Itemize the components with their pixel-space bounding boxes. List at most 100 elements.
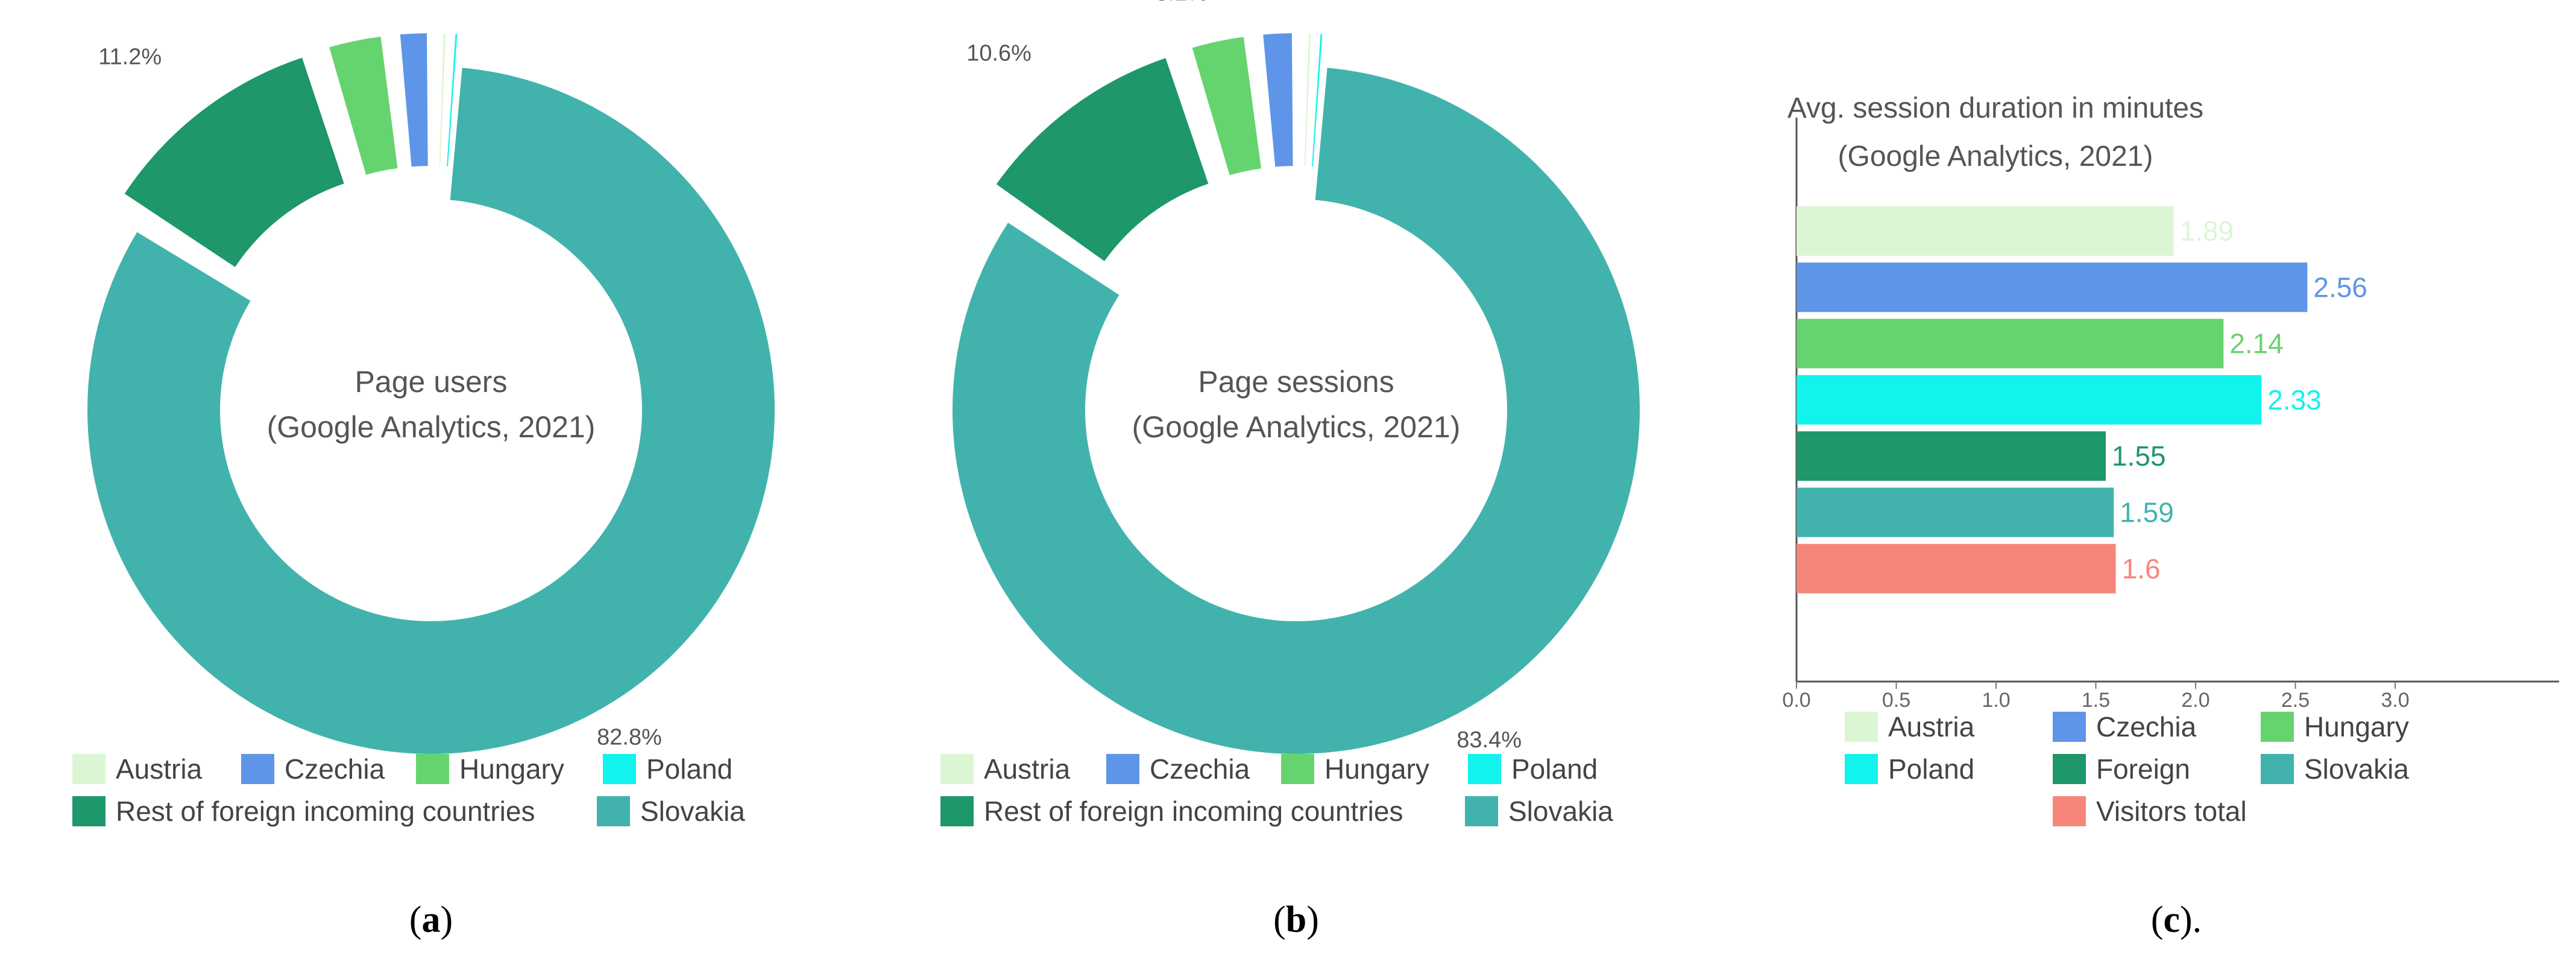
slice-slovakia xyxy=(953,68,1640,754)
bar-visitors-total xyxy=(1797,543,2116,593)
chart-title: Page sessions xyxy=(1198,365,1394,399)
slice-label-hungary: 3.1% xyxy=(293,0,345,5)
panel-label: (a) xyxy=(409,899,453,940)
slice-label-rest-of-foreign-incoming-countries: 10.6% xyxy=(966,41,1031,66)
x-tick-label: 2.5 xyxy=(2281,689,2310,712)
chart-subtitle: (Google Analytics, 2021) xyxy=(267,410,596,444)
bar-value-label-poland: 2.33 xyxy=(2267,384,2322,416)
legend: Austria Czechia Hungary Poland Rest of forei… xyxy=(940,753,1613,827)
legend-item-slovakia: Slovakia xyxy=(597,796,745,827)
x-tick-label: 0.5 xyxy=(1882,689,1910,712)
slice-hungary xyxy=(329,36,398,175)
legend-swatch xyxy=(2261,712,2294,742)
bar-value-label-foreign: 1.55 xyxy=(2112,440,2166,472)
bar-value-label-slovakia: 1.59 xyxy=(2120,497,2174,528)
slice-rest-of-foreign-incoming-countries xyxy=(996,58,1209,261)
slice-czechia xyxy=(400,33,428,167)
slice-rest-of-foreign-incoming-countries xyxy=(124,57,344,267)
legend-item-slovakia: Slovakia xyxy=(2261,753,2409,785)
legend-item-poland: Poland xyxy=(603,753,732,785)
x-tick-label: 2.0 xyxy=(2181,689,2209,712)
legend-swatch xyxy=(1281,754,1314,784)
legend-label: Foreign xyxy=(2096,753,2190,785)
legend-item-austria: Austria xyxy=(1845,711,1975,742)
legend-swatch xyxy=(603,754,636,784)
bar-slovakia xyxy=(1797,487,2114,537)
bar-value-label-czechia: 2.56 xyxy=(2313,271,2367,303)
legend-swatch xyxy=(940,796,974,826)
legend-label: Rest of foreign incoming countries xyxy=(984,796,1403,827)
slice-label-hungary: 3.1% xyxy=(1156,0,1208,5)
legend-item-visitors-total: Visitors total xyxy=(2053,796,2247,827)
x-tick-label: 1.0 xyxy=(1982,689,2010,712)
bar-poland xyxy=(1797,375,2262,425)
legend-swatch xyxy=(2053,754,2086,784)
legend-label: Slovakia xyxy=(2304,753,2409,785)
legend-swatch xyxy=(241,754,274,784)
legend-label: Visitors total xyxy=(2096,796,2247,827)
legend-swatch xyxy=(1845,712,1878,742)
legend-item-foreign: Foreign xyxy=(2053,753,2190,785)
legend: Austria Czechia Hungary Poland Foreign Slovak… xyxy=(1845,711,2409,827)
slice-poland xyxy=(447,34,458,166)
legend-swatch xyxy=(2053,796,2086,826)
legend-label: Slovakia xyxy=(640,796,745,827)
legend-swatch xyxy=(72,796,105,826)
legend: Austria Czechia Hungary Poland Rest of forei… xyxy=(72,753,745,827)
bar-austria xyxy=(1797,206,2174,256)
legend-swatch xyxy=(1468,754,1501,784)
slice-slovakia xyxy=(87,68,775,754)
legend-label: Poland xyxy=(1888,753,1974,785)
legend-label: Hungary xyxy=(2304,711,2409,742)
legend-label: Hungary xyxy=(1324,753,1429,785)
legend-swatch xyxy=(1106,754,1139,784)
x-tick-label: 0.0 xyxy=(1782,689,1810,712)
legend-swatch xyxy=(416,754,449,784)
chart-title: Page users xyxy=(355,365,508,399)
legend-swatch xyxy=(597,796,630,826)
legend-swatch xyxy=(2053,712,2086,742)
bar-hungary xyxy=(1797,318,2224,369)
legend-label: Czechia xyxy=(1150,753,1250,785)
bar-value-label-hungary: 2.14 xyxy=(2229,328,2284,359)
legend-item-czechia: Czechia xyxy=(2053,711,2197,742)
bar-value-label-visitors-total: 1.6 xyxy=(2122,553,2161,584)
legend-label: Czechia xyxy=(285,753,385,785)
legend-label: Poland xyxy=(646,753,732,785)
slice-poland xyxy=(1312,34,1323,166)
legend-item-czechia: Czechia xyxy=(241,753,385,785)
x-tick-label: 3.0 xyxy=(2381,689,2409,712)
legend-item-poland: Poland xyxy=(1845,753,1974,785)
legend-swatch xyxy=(940,754,974,784)
panel-label: (c). xyxy=(2151,899,2202,940)
legend-item-rest-of-foreign-incoming-countries: Rest of foreign incoming countries xyxy=(72,796,535,827)
slice-czechia xyxy=(1263,33,1293,167)
slice-label-slovakia: 83.4% xyxy=(1456,727,1522,753)
x-tick-label: 1.5 xyxy=(2082,689,2110,712)
chart-subtitle: (Google Analytics, 2021) xyxy=(1838,141,2153,172)
legend-item-poland: Poland xyxy=(1468,753,1598,785)
legend-item-hungary: Hungary xyxy=(2261,711,2409,742)
legend-item-austria: Austria xyxy=(940,753,1071,785)
legend-swatch xyxy=(1465,796,1498,826)
chart-title: Avg. session duration in minutes xyxy=(1787,92,2203,124)
legend-item-czechia: Czechia xyxy=(1106,753,1250,785)
legend-label: Austria xyxy=(116,753,203,785)
legend-swatch xyxy=(72,754,105,784)
chart-subtitle: (Google Analytics, 2021) xyxy=(1132,410,1461,444)
legend-item-rest-of-foreign-incoming-countries: Rest of foreign incoming countries xyxy=(940,796,1403,827)
legend-label: Hungary xyxy=(459,753,564,785)
donut-chart-b: 83.4%10.6%3.1%2.0%0.5%0.4%Page sessions(… xyxy=(940,0,1640,940)
legend-label: Czechia xyxy=(2096,711,2197,742)
legend-swatch xyxy=(1845,754,1878,784)
bar-foreign xyxy=(1797,431,2106,481)
legend-item-austria: Austria xyxy=(72,753,203,785)
legend-item-slovakia: Slovakia xyxy=(1465,796,1613,827)
slice-austria xyxy=(439,33,446,166)
bar-chart-c: Avg. session duration in minutes (Google … xyxy=(1782,92,2559,940)
legend-label: Austria xyxy=(984,753,1071,785)
legend-swatch xyxy=(2261,754,2294,784)
legend-label: Poland xyxy=(1511,753,1598,785)
legend-label: Rest of foreign incoming countries xyxy=(116,796,535,827)
